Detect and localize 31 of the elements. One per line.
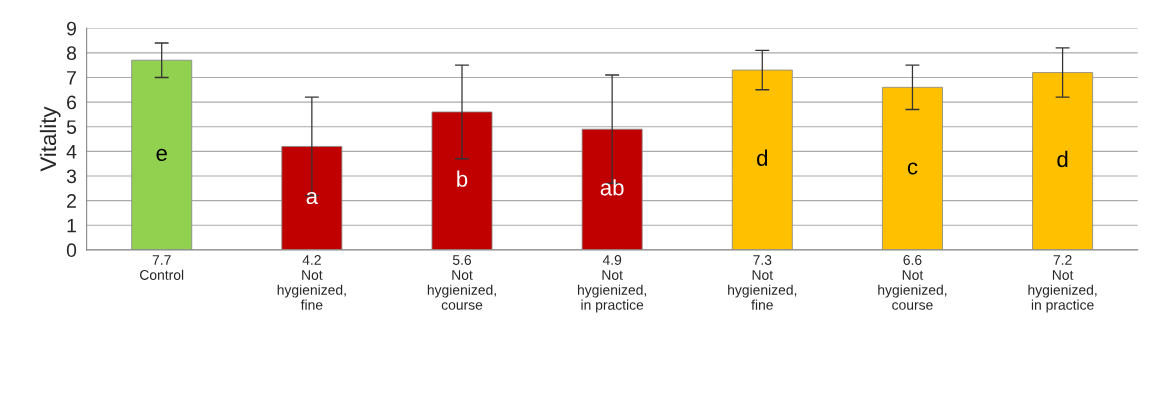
data-label: 6.6 (903, 255, 922, 265)
annotation: ab (600, 179, 624, 196)
x-tick-label: Not hygienized, course (878, 270, 947, 310)
annotation: e (156, 148, 167, 162)
y-tick-label: 4 (66, 145, 77, 159)
x-tick-label: Not hygienized, fine (277, 270, 346, 310)
x-tick-label: Control (140, 269, 184, 280)
y-tick-label: 6 (67, 95, 77, 110)
x-tick-label: Not hygienized, in practice (1028, 270, 1097, 313)
annotation: c (907, 162, 918, 175)
annotation: d (757, 149, 768, 166)
y-tick-label: 7 (67, 71, 76, 85)
data-label: 7.7 (152, 255, 171, 265)
y-tick-label: 1 (67, 218, 76, 233)
y-tick-label: 9 (67, 21, 76, 36)
data-label: 4.2 (302, 255, 321, 265)
y-tick-label: 0 (66, 243, 77, 258)
data-label: 7.2 (1053, 255, 1072, 265)
annotation: b (457, 170, 468, 187)
y-tick-label: 3 (66, 169, 77, 184)
data-label: 4.9 (602, 255, 622, 265)
data-label: 5.6 (452, 255, 472, 265)
x-tick-label: Not hygienized, in practice (577, 270, 647, 313)
data-label: 7.3 (753, 255, 772, 265)
x-tick-label: Not hygienized, fine (728, 270, 797, 310)
x-tick-label: Not hygienized, course (427, 270, 496, 310)
y-axis-title: Vitality (39, 106, 61, 172)
y-tick-label: 8 (66, 46, 77, 61)
y-tick-label: 2 (67, 194, 76, 208)
annotation: d (1057, 150, 1068, 168)
y-tick-label: 5 (66, 120, 77, 134)
